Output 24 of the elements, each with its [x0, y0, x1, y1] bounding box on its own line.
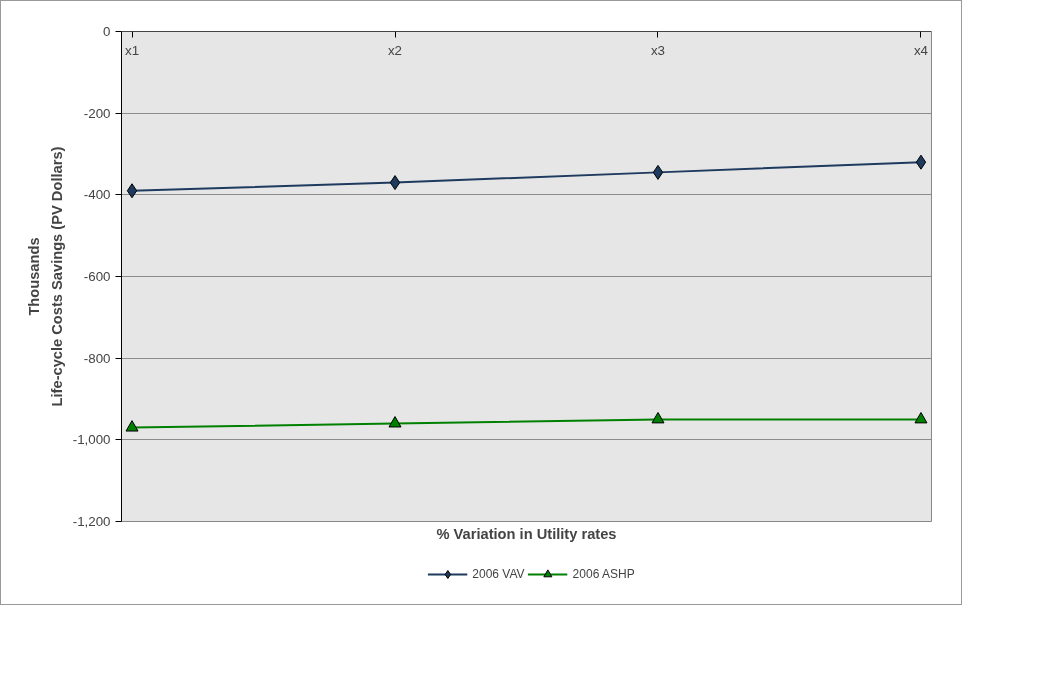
point — [914, 411, 928, 424]
x-tick-label: x1 — [124, 42, 140, 58]
point — [652, 164, 664, 180]
x-axis-title: % Variation in Utility rates — [436, 525, 617, 542]
legend-label: 2006 VAV — [472, 567, 525, 581]
text: Thousands — [25, 237, 42, 316]
y-tick-label: -400 — [83, 187, 111, 203]
x-tick-label: x2 — [387, 42, 403, 58]
y-tick-label: -800 — [83, 350, 111, 366]
y-axis-title: Life-cycle Costs Savings (PV Dollars) — [48, 146, 65, 407]
point — [651, 411, 665, 424]
point — [389, 175, 401, 191]
y-tick-label: -200 — [83, 105, 111, 121]
legend-label: 2006 ASHP — [572, 567, 635, 581]
x-tick-label: x3 — [650, 42, 666, 58]
point — [388, 416, 402, 428]
point — [126, 183, 138, 199]
point — [915, 154, 927, 170]
x-tick-label: x4 — [913, 42, 929, 58]
y-tick-label: -600 — [83, 269, 111, 284]
y-tick-label: -1,200 — [72, 514, 111, 529]
point — [125, 420, 139, 432]
y-tick-label: 0 — [103, 24, 111, 39]
y-tick-label: -1,000 — [72, 432, 111, 448]
